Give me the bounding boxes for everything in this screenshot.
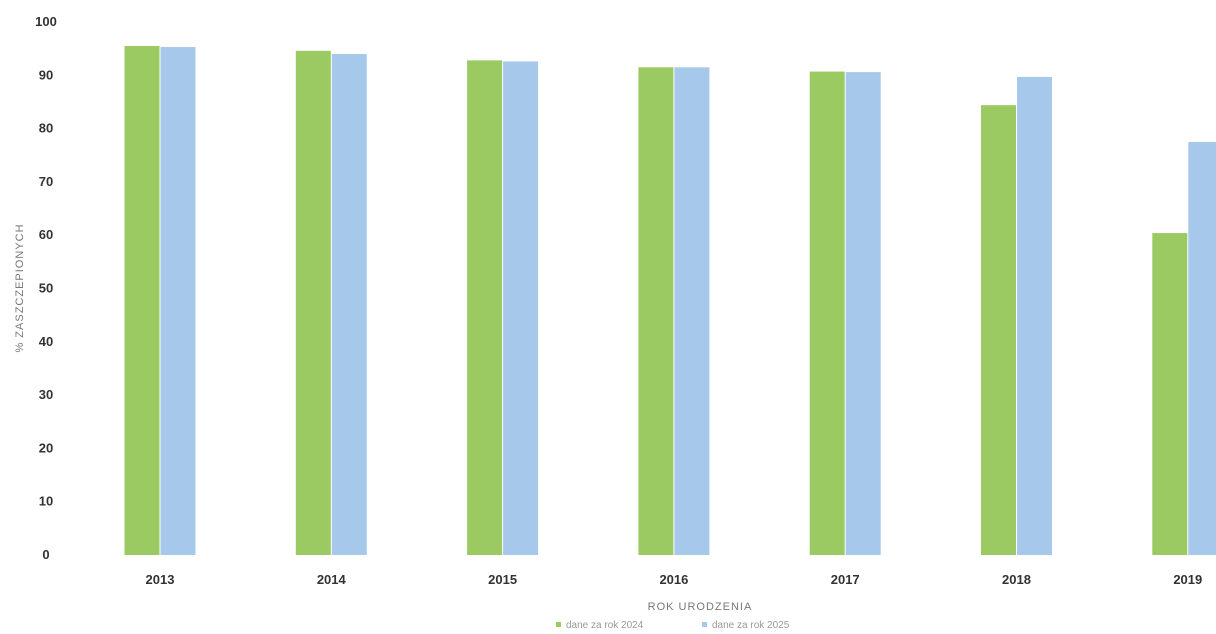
y-tick-label: 60 [39,227,53,242]
legend-label: dane za rok 2025 [712,620,790,631]
bar-2014-series-2 [331,53,367,555]
x-tick-label: 2014 [317,572,347,587]
y-tick-label: 100 [35,14,57,29]
y-axis-ticks: 0 10 20 30 40 50 60 70 80 90 100 [35,14,57,562]
legend-label: dane za rok 2024 [566,620,644,631]
x-tick-label: 2016 [659,572,688,587]
bar-2013-series-2 [160,47,196,556]
y-tick-label: 20 [39,440,53,455]
y-tick-label: 70 [39,174,53,189]
x-tick-label: 2013 [146,572,175,587]
bar-2017-series-2 [845,72,881,556]
y-tick-label: 90 [39,67,53,82]
bar-2016-series-2 [674,67,710,556]
y-tick-label: 0 [42,547,49,562]
bar-2019-series-1 [1152,233,1188,555]
bar-2014-series-1 [295,50,331,555]
y-tick-label: 80 [39,121,53,136]
x-tick-label: 2019 [1173,572,1202,587]
bar-2015-series-2 [503,61,539,555]
x-tick-label: 2015 [488,572,517,587]
bar-2018-series-1 [981,105,1016,555]
x-axis-ticks: 2013 2014 2015 2016 2017 2018 2019 [146,572,1203,587]
bars [124,45,1216,556]
legend: dane za rok 2024 dane za rok 2025 [556,620,790,631]
bar-2013-series-1 [124,45,160,556]
y-axis-title: % ZASZCZEPIONYCH [14,223,26,352]
bar-2016-series-1 [638,67,674,556]
x-tick-label: 2018 [1002,572,1031,587]
bar-2019-series-2 [1188,141,1216,556]
x-tick-label: 2017 [831,572,860,587]
y-tick-label: 30 [39,387,53,402]
x-axis-title: ROK URODZENIA [648,601,753,613]
y-tick-label: 10 [39,494,53,509]
legend-swatch [556,622,561,627]
legend-swatch [702,622,707,627]
bar-2017-series-1 [809,71,845,555]
y-tick-label: 50 [39,281,53,296]
bar-2015-series-1 [467,60,503,555]
y-tick-label: 40 [39,334,53,349]
bar-2018-series-2 [1017,76,1052,556]
